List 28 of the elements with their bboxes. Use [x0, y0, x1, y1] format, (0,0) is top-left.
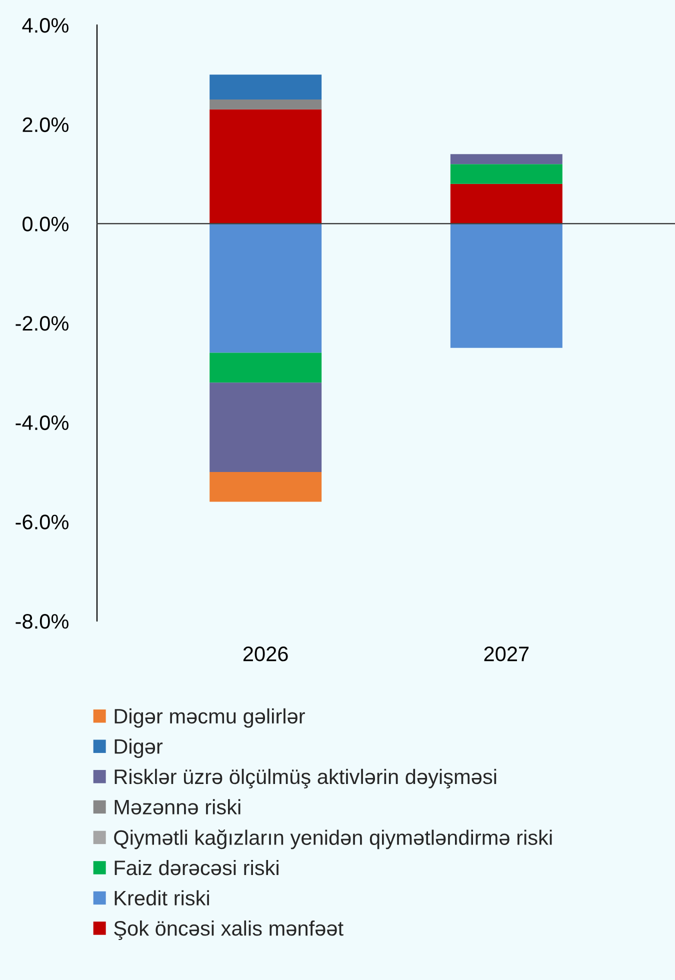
y-tick-label: 2.0% — [22, 117, 68, 132]
legend-label: Qiymətli kağızların yenidən qiymətləndirmə riski — [114, 829, 552, 850]
bar — [210, 472, 322, 502]
legend-label: Digər — [114, 738, 163, 758]
legend-label: Risklər üzrə ölçülmüş aktivlərin dəyişməsi — [114, 768, 496, 788]
bar — [450, 184, 562, 224]
legend-label: Faiz dərəcəsi riski — [114, 860, 278, 876]
y-tick-label: -6.0% — [16, 514, 68, 530]
bar — [210, 352, 322, 383]
x-tick-label: 2026 — [243, 646, 288, 662]
bar — [450, 224, 562, 348]
y-tick-label: 0.0% — [22, 216, 68, 232]
y-tick-label: -8.0% — [16, 614, 68, 629]
legend-label: Şok öncəsi xalis mənfəət — [114, 920, 344, 940]
legend-label: Digər məcmu gəlirlər — [114, 708, 305, 728]
y-tick-label: 4.0% — [22, 18, 68, 33]
x-tick-label: 2027 — [484, 646, 529, 662]
bar — [210, 109, 322, 224]
legend-label: Kredit riski — [114, 890, 209, 906]
bar — [210, 382, 322, 472]
bar — [210, 224, 322, 353]
legend-label: Məzənnə riski — [114, 799, 240, 814]
y-tick-label: -4.0% — [16, 415, 68, 430]
bar — [450, 154, 562, 164]
y-tick-label: -2.0% — [16, 316, 68, 331]
bar — [210, 100, 322, 110]
bar — [210, 74, 322, 100]
bar — [450, 164, 562, 184]
